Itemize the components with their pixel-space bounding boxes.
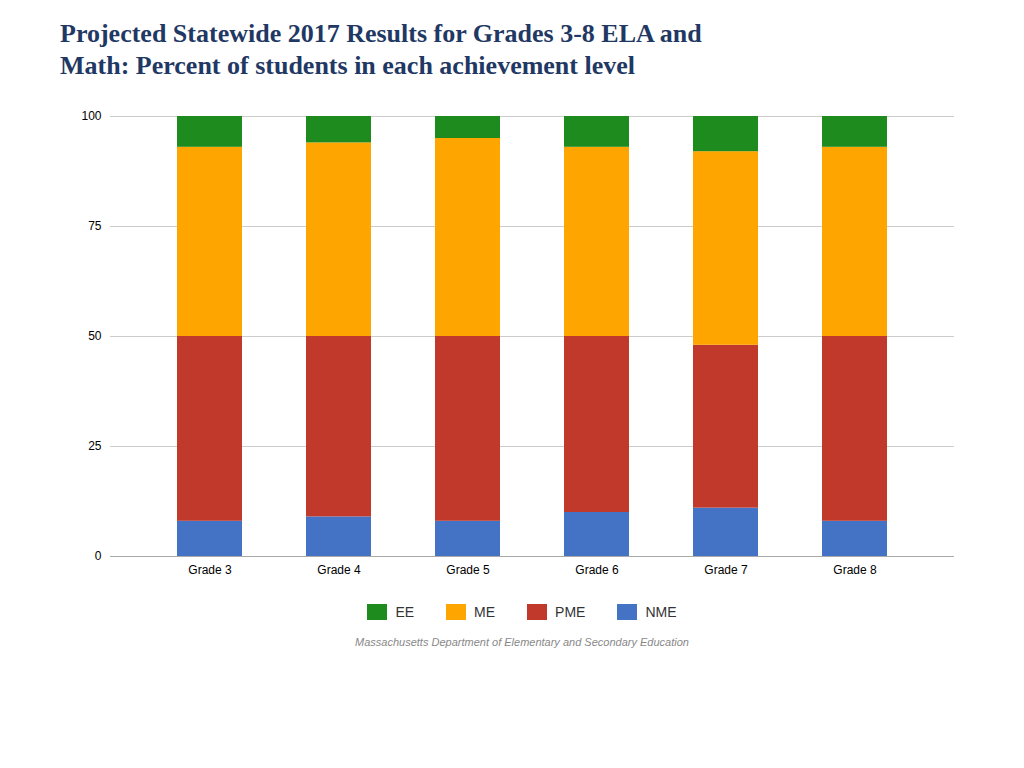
svg-text:50: 50	[88, 329, 102, 343]
html-text:Projected Statewide 2017 Resul: Projected Statewide 2017 Results for Gra…	[60, 19, 702, 48]
svg-text:Grade 4: Grade 4	[317, 563, 361, 577]
html-text:EE: EE	[395, 604, 415, 620]
html-text:ME: ME	[474, 604, 496, 620]
svg-text:0: 0	[95, 549, 102, 563]
html-text:Math: Percent of students in e: Math: Percent of students in each achiev…	[60, 51, 635, 80]
html-text:Massachusetts Department of El: Massachusetts Department of Elementary a…	[355, 636, 689, 648]
svg-text:Grade 5: Grade 5	[446, 563, 490, 577]
html-text:NME: NME	[645, 604, 677, 620]
svg-text:Grade 8: Grade 8	[833, 563, 877, 577]
svg-text:Grade 6: Grade 6	[575, 563, 619, 577]
svg-text:100: 100	[81, 109, 101, 123]
svg-text:Grade 7: Grade 7	[704, 563, 748, 577]
svg-text:Grade 3: Grade 3	[188, 563, 232, 577]
svg-text:75: 75	[88, 219, 102, 233]
html-text:PME: PME	[555, 604, 586, 620]
svg-text:25: 25	[88, 439, 102, 453]
